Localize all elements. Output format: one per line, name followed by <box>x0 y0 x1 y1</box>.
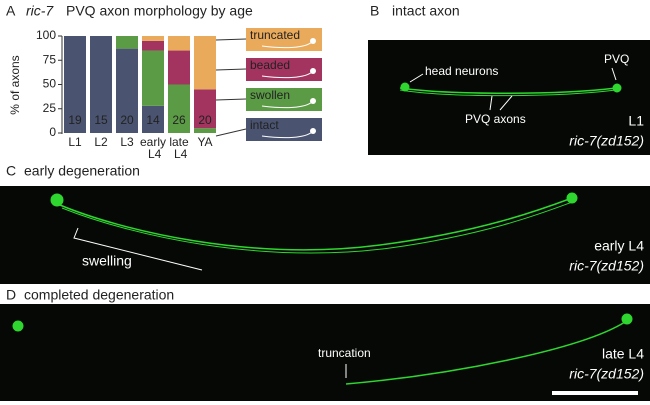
legend-icon <box>310 98 316 104</box>
connector <box>215 128 247 137</box>
panel-title: early degeneration <box>24 163 140 179</box>
annotation: PVQ <box>604 52 629 66</box>
legend-icon <box>261 41 313 49</box>
micrograph <box>0 186 650 284</box>
bar-segment <box>168 50 190 85</box>
legend-icon <box>310 38 316 44</box>
genotype: ric-7(zd152) <box>569 133 644 149</box>
legend-icon <box>261 71 313 79</box>
y-tick-label: 75 <box>43 52 57 66</box>
sample-size: 20 <box>198 113 212 127</box>
bar-segment <box>142 36 164 41</box>
y-tick-label: 25 <box>43 101 57 115</box>
annotation: swelling <box>82 253 132 269</box>
sample-size: 20 <box>120 113 134 127</box>
legend-label: swollen <box>250 88 290 102</box>
bar-segment <box>142 105 164 133</box>
axon <box>12 313 633 385</box>
y-tick-label: 0 <box>49 125 56 139</box>
axon <box>50 192 578 254</box>
connector <box>215 98 247 101</box>
bar-segment <box>142 50 164 106</box>
x-tick-label: L1 <box>68 135 82 149</box>
bar-segment <box>194 89 216 129</box>
legend-icon <box>310 68 316 74</box>
panel-label: C <box>6 163 16 179</box>
x-tick-label: YA <box>197 135 212 149</box>
connector <box>215 68 247 71</box>
legend-icon <box>310 128 316 134</box>
arrow <box>409 73 424 83</box>
scale-bar <box>552 391 638 395</box>
axon <box>399 82 622 97</box>
panel-title: completed degeneration <box>24 287 174 303</box>
x-tick-label: early L4 <box>140 135 166 161</box>
bar-segment <box>64 36 86 133</box>
legend-swatch <box>246 58 322 81</box>
legend-icon <box>261 101 313 109</box>
legend-label: truncated <box>250 28 300 42</box>
sample-size: 26 <box>172 113 186 127</box>
bar-segment <box>142 40 164 51</box>
y-tick-label: 100 <box>36 28 56 42</box>
x-tick-label: L2 <box>94 135 108 149</box>
x-tick-label: late L4 <box>169 135 189 161</box>
stage: late L4 <box>602 346 644 362</box>
bar-segment <box>194 36 216 90</box>
legend-swatch <box>246 88 322 111</box>
stage: L1 <box>628 113 644 129</box>
legend-swatch <box>246 118 322 141</box>
bar-segment <box>116 48 138 133</box>
sample-size: 19 <box>68 113 82 127</box>
arrow <box>489 95 513 111</box>
legend-icon <box>261 131 313 139</box>
arrow <box>611 67 617 81</box>
bar-segment <box>168 36 190 51</box>
legend-swatch <box>246 28 322 51</box>
sample-size: 14 <box>146 113 160 127</box>
micrograph <box>368 40 650 155</box>
bar-segment <box>168 84 190 133</box>
panel-label: D <box>6 287 16 303</box>
y-axis-label: % of axons <box>8 55 22 114</box>
panel-label: B <box>370 3 379 19</box>
chart: 0 25 50 75 100 19 L1 15 L2 20 L3 14 early L4 26 late L… <box>36 28 322 161</box>
genotype: ric-7(zd152) <box>569 366 644 382</box>
panel-title: intact axon <box>392 3 460 19</box>
connector <box>215 38 247 41</box>
y-tick-label: 50 <box>43 77 57 91</box>
legend-label: beaded <box>250 58 290 72</box>
bar-segment <box>194 128 216 133</box>
annotation: head neurons <box>425 64 498 78</box>
x-tick-label: L3 <box>120 135 134 149</box>
legend-label: intact <box>250 118 279 132</box>
chart-title: PVQ axon morphology by age <box>66 3 253 19</box>
panel-label: A <box>6 3 16 19</box>
stage: early L4 <box>594 238 644 254</box>
sample-size: 15 <box>94 113 108 127</box>
bracket <box>73 227 203 271</box>
genotype: ric-7(zd152) <box>569 258 644 274</box>
bar-segment <box>116 36 138 49</box>
bar-segment <box>90 36 112 133</box>
title-italic: ric-7 <box>26 3 54 19</box>
annotation: PVQ axons <box>465 112 526 126</box>
annotation: truncation <box>318 346 371 360</box>
